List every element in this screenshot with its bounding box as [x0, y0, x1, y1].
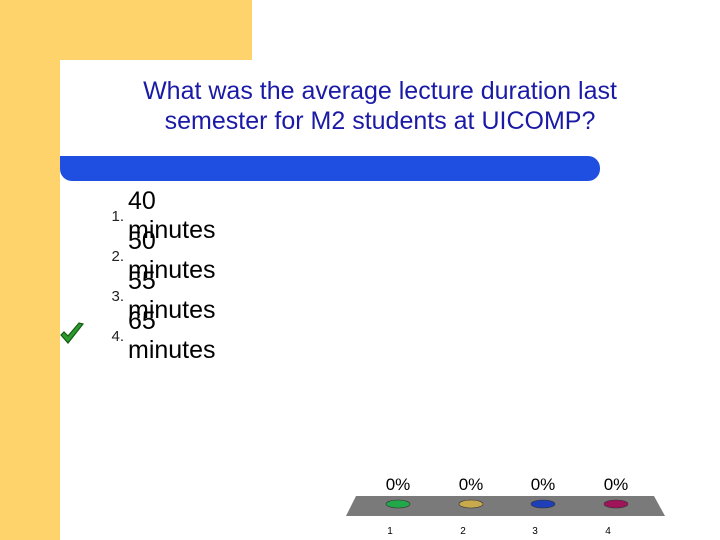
bar-3: [530, 499, 556, 509]
question-title-line-2: semester for M2 students at UICOMP?: [164, 107, 596, 135]
checkmark-icon: [60, 322, 85, 344]
bar-4: [603, 499, 629, 509]
content-panel: [60, 60, 720, 540]
x-tick-label: 4: [605, 526, 611, 537]
answer-list: 1. 40 minutes 2. 50 minutes 3. 55 minute…: [60, 187, 216, 364]
question-title-line-1: What was the average lecture duration la…: [143, 77, 617, 105]
bar-1: [385, 499, 411, 509]
bar-value-label: 0%: [386, 475, 411, 494]
answer-text: 50 minutes: [128, 227, 216, 284]
x-tick-label: 1: [387, 526, 393, 537]
answer-number: 3.: [111, 287, 124, 305]
accent-top-bar: [0, 0, 252, 60]
bar-value-label: 0%: [604, 475, 629, 494]
bar-2: [458, 499, 484, 509]
answer-number: 2.: [111, 247, 124, 265]
bar-value-label: 0%: [531, 475, 556, 494]
x-tick-label: 2: [460, 526, 466, 537]
answer-option-3[interactable]: 3. 55 minutes: [80, 267, 215, 324]
answer-number: 4.: [111, 327, 124, 345]
answer-text: 40 minutes: [128, 187, 216, 244]
title-divider-bar: [60, 156, 600, 181]
answer-text: 55 minutes: [128, 267, 216, 324]
answer-text: 65 minutes: [128, 307, 216, 364]
question-title: What was the average lecture duration la…: [80, 76, 680, 136]
x-tick-label: 3: [532, 526, 538, 537]
answer-option-4[interactable]: 4. 65 minutes: [60, 307, 216, 364]
bar-value-label: 0%: [459, 475, 484, 494]
results-chart: 0% 1 0% 2 0% 3 0% 4: [346, 475, 665, 537]
answer-number: 1.: [111, 207, 124, 225]
answer-option-1[interactable]: 1. 40 minutes: [80, 187, 215, 244]
chart-base: [346, 496, 665, 516]
answer-option-2[interactable]: 2. 50 minutes: [80, 227, 215, 284]
accent-left-bar: [0, 0, 60, 540]
